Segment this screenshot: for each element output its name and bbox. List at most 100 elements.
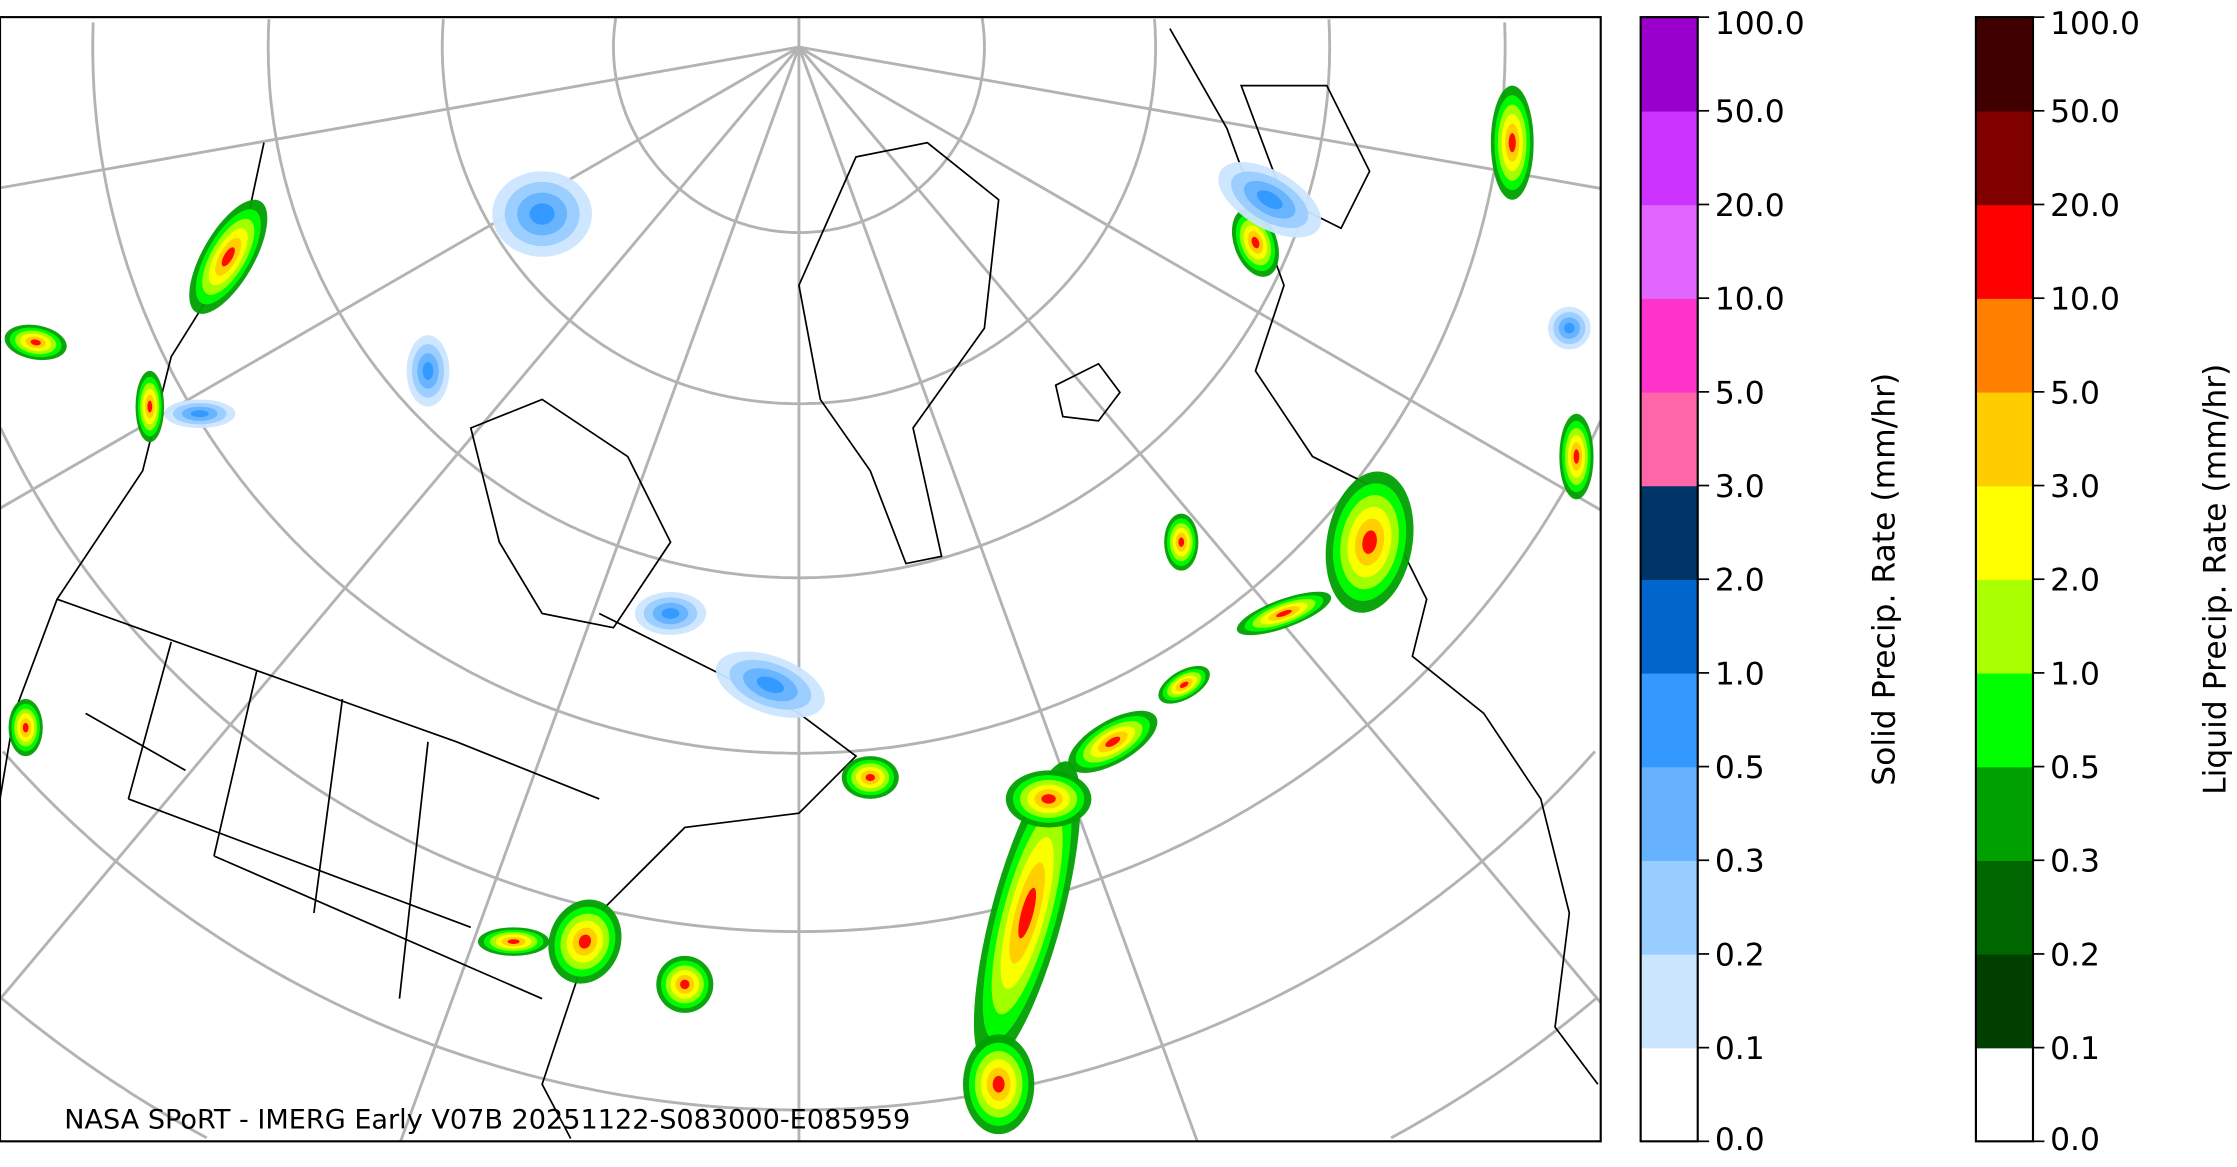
- colorbar-bin: [1640, 204, 1698, 299]
- us-canada-border: [56, 598, 600, 800]
- meridian-line: [797, 46, 1199, 1142]
- liquid-precip-area: [1362, 530, 1377, 554]
- latitude-circle: [1327, 19, 1332, 48]
- colorbar-bin: [1640, 579, 1698, 674]
- liquid-precip-area: [30, 339, 41, 346]
- colorbar-bin: [1640, 766, 1698, 861]
- solid-precip-area: [756, 676, 785, 694]
- colorbar-tick-label: 50.0: [2050, 94, 2120, 130]
- colorbar-tick-label: 0.3: [1715, 844, 1765, 880]
- meridian-line: [797, 46, 1601, 1004]
- colorbar-bin: [1640, 953, 1698, 1049]
- meridian-line: [0, 45, 800, 510]
- precipitation-field: [4, 85, 1594, 1135]
- liquid-precip-area: [507, 939, 520, 944]
- colorbar-tick-label: 20.0: [1715, 188, 1785, 224]
- colorbar-bin: [1975, 953, 2033, 1049]
- colorbar-bin: [1975, 485, 2033, 580]
- solid-precip-area: [529, 203, 555, 225]
- colorbar-bin: [1640, 298, 1698, 393]
- latitude-circle: [980, 17, 986, 48]
- meridian-line: [0, 45, 800, 190]
- solid-precip-area: [661, 608, 680, 619]
- colorbar-tick-label: 0.0: [1715, 1122, 1765, 1158]
- liquid-precip-colorbar: Liquid Precip. Rate (mm/hr) 0.0 0.1 0.2 0.3…: [1974, 6, 2234, 1158]
- latitude-circle: [0, 996, 208, 1140]
- colorbar-bin: [1640, 860, 1698, 955]
- colorbar-bin: [1640, 17, 1698, 112]
- meridian-line: [798, 45, 1601, 512]
- colorbar-bin: [1640, 110, 1698, 206]
- colorbar-tick-label: 10.0: [2050, 282, 2120, 318]
- meridian-line: [798, 45, 1601, 190]
- liquid-colorbar-label: Liquid Precip. Rate (mm/hr): [2198, 364, 2234, 795]
- iceland-coast: [1054, 362, 1121, 422]
- colorbar-tick-label: 0.3: [2050, 844, 2100, 880]
- solid-precip-area: [1256, 190, 1283, 210]
- solid-colorbar-label: Solid Precip. Rate (mm/hr): [1867, 373, 1903, 786]
- colorbar-bin: [1640, 672, 1698, 768]
- colorbar-bin: [1975, 298, 2033, 393]
- solid-precip-colorbar: Solid Precip. Rate (mm/hr) 0.0 0.1 0.2 0.3 0…: [1639, 6, 1903, 1158]
- latitude-circle: [1390, 996, 1598, 1140]
- greenland-coast: [798, 141, 1000, 565]
- liquid-precip-area: [1276, 609, 1292, 618]
- liquid-precip-area: [1179, 681, 1189, 688]
- colorbar-bin: [1640, 485, 1698, 580]
- meridian-line: [399, 46, 801, 1142]
- colorbar-tick-label: 3.0: [1715, 469, 1765, 505]
- colorbar-tick-label: 100.0: [1715, 6, 1805, 42]
- colorbar-bin: [1975, 17, 2033, 112]
- latitude-circle: [266, 19, 1332, 580]
- liquid-precip-area: [22, 722, 29, 733]
- liquid-precip-area: [1178, 537, 1185, 547]
- colorbar-bin: [1975, 860, 2033, 955]
- colorbar-tick-label: 0.1: [1715, 1031, 1765, 1067]
- liquid-precip-area: [1251, 236, 1260, 249]
- colorbar-tick-label: 0.5: [1715, 750, 1765, 786]
- liquid-precip-area: [1105, 736, 1121, 748]
- meridian-line: [0, 46, 801, 1001]
- latitude-circle: [0, 420, 1601, 934]
- liquid-precip-area: [865, 773, 876, 782]
- colorbar-bin: [1640, 391, 1698, 487]
- solid-precip-area: [1563, 322, 1575, 334]
- colorbar-bin: [1975, 579, 2033, 674]
- liquid-precip-area: [992, 1075, 1005, 1093]
- liquid-precip-area: [1573, 449, 1580, 464]
- footer-text: NASA SPoRT - IMERG Early V07B 20251122-S…: [64, 1104, 910, 1135]
- solid-precip-area: [190, 410, 209, 418]
- colorbar-bin: [1975, 391, 2033, 487]
- latitude-circle: [91, 22, 1507, 755]
- colorbar-bin: [1975, 204, 2033, 299]
- hudson-bay-coast: [469, 398, 672, 629]
- colorbar-tick-label: 3.0: [2050, 469, 2100, 505]
- colorbar-tick-label: 2.0: [2050, 563, 2100, 599]
- colorbar-tick-label: 1.0: [1715, 656, 1765, 692]
- colorbar-tick-label: 50.0: [1715, 94, 1785, 130]
- map-panel: NASA SPoRT - IMERG Early V07B 20251122-S…: [0, 17, 1601, 1142]
- colorbar-tick-label: 2.0: [1715, 563, 1765, 599]
- colorbar-tick-label: 1.0: [2050, 656, 2100, 692]
- lat-lon-grid: [0, 17, 1601, 1142]
- latitude-circle: [612, 17, 986, 234]
- liquid-precip-area: [1018, 887, 1037, 939]
- latitude-circle: [440, 18, 1158, 406]
- colorbar-bin: [1640, 1047, 1698, 1143]
- latitude-circle: [1153, 18, 1158, 48]
- map-frame: [0, 16, 1602, 1143]
- colorbar-bin: [1975, 766, 2033, 861]
- colorbar-bin: [1975, 1047, 2033, 1143]
- colorbar-bin: [1975, 110, 2033, 206]
- colorbar-tick-label: 10.0: [1715, 282, 1785, 318]
- colorbar-tick-label: 5.0: [1715, 375, 1765, 411]
- liquid-precip-area: [578, 934, 592, 949]
- colorbar-bin: [1975, 672, 2033, 768]
- europe-coast: [1169, 28, 1599, 1085]
- liquid-precip-area: [147, 400, 153, 413]
- colorbar-tick-label: 0.2: [2050, 937, 2100, 973]
- colorbar-tick-label: 0.0: [2050, 1122, 2100, 1158]
- colorbar-tick-label: 0.2: [1715, 937, 1765, 973]
- colorbar-tick-label: 0.5: [2050, 750, 2100, 786]
- solid-precip-area: [422, 362, 434, 380]
